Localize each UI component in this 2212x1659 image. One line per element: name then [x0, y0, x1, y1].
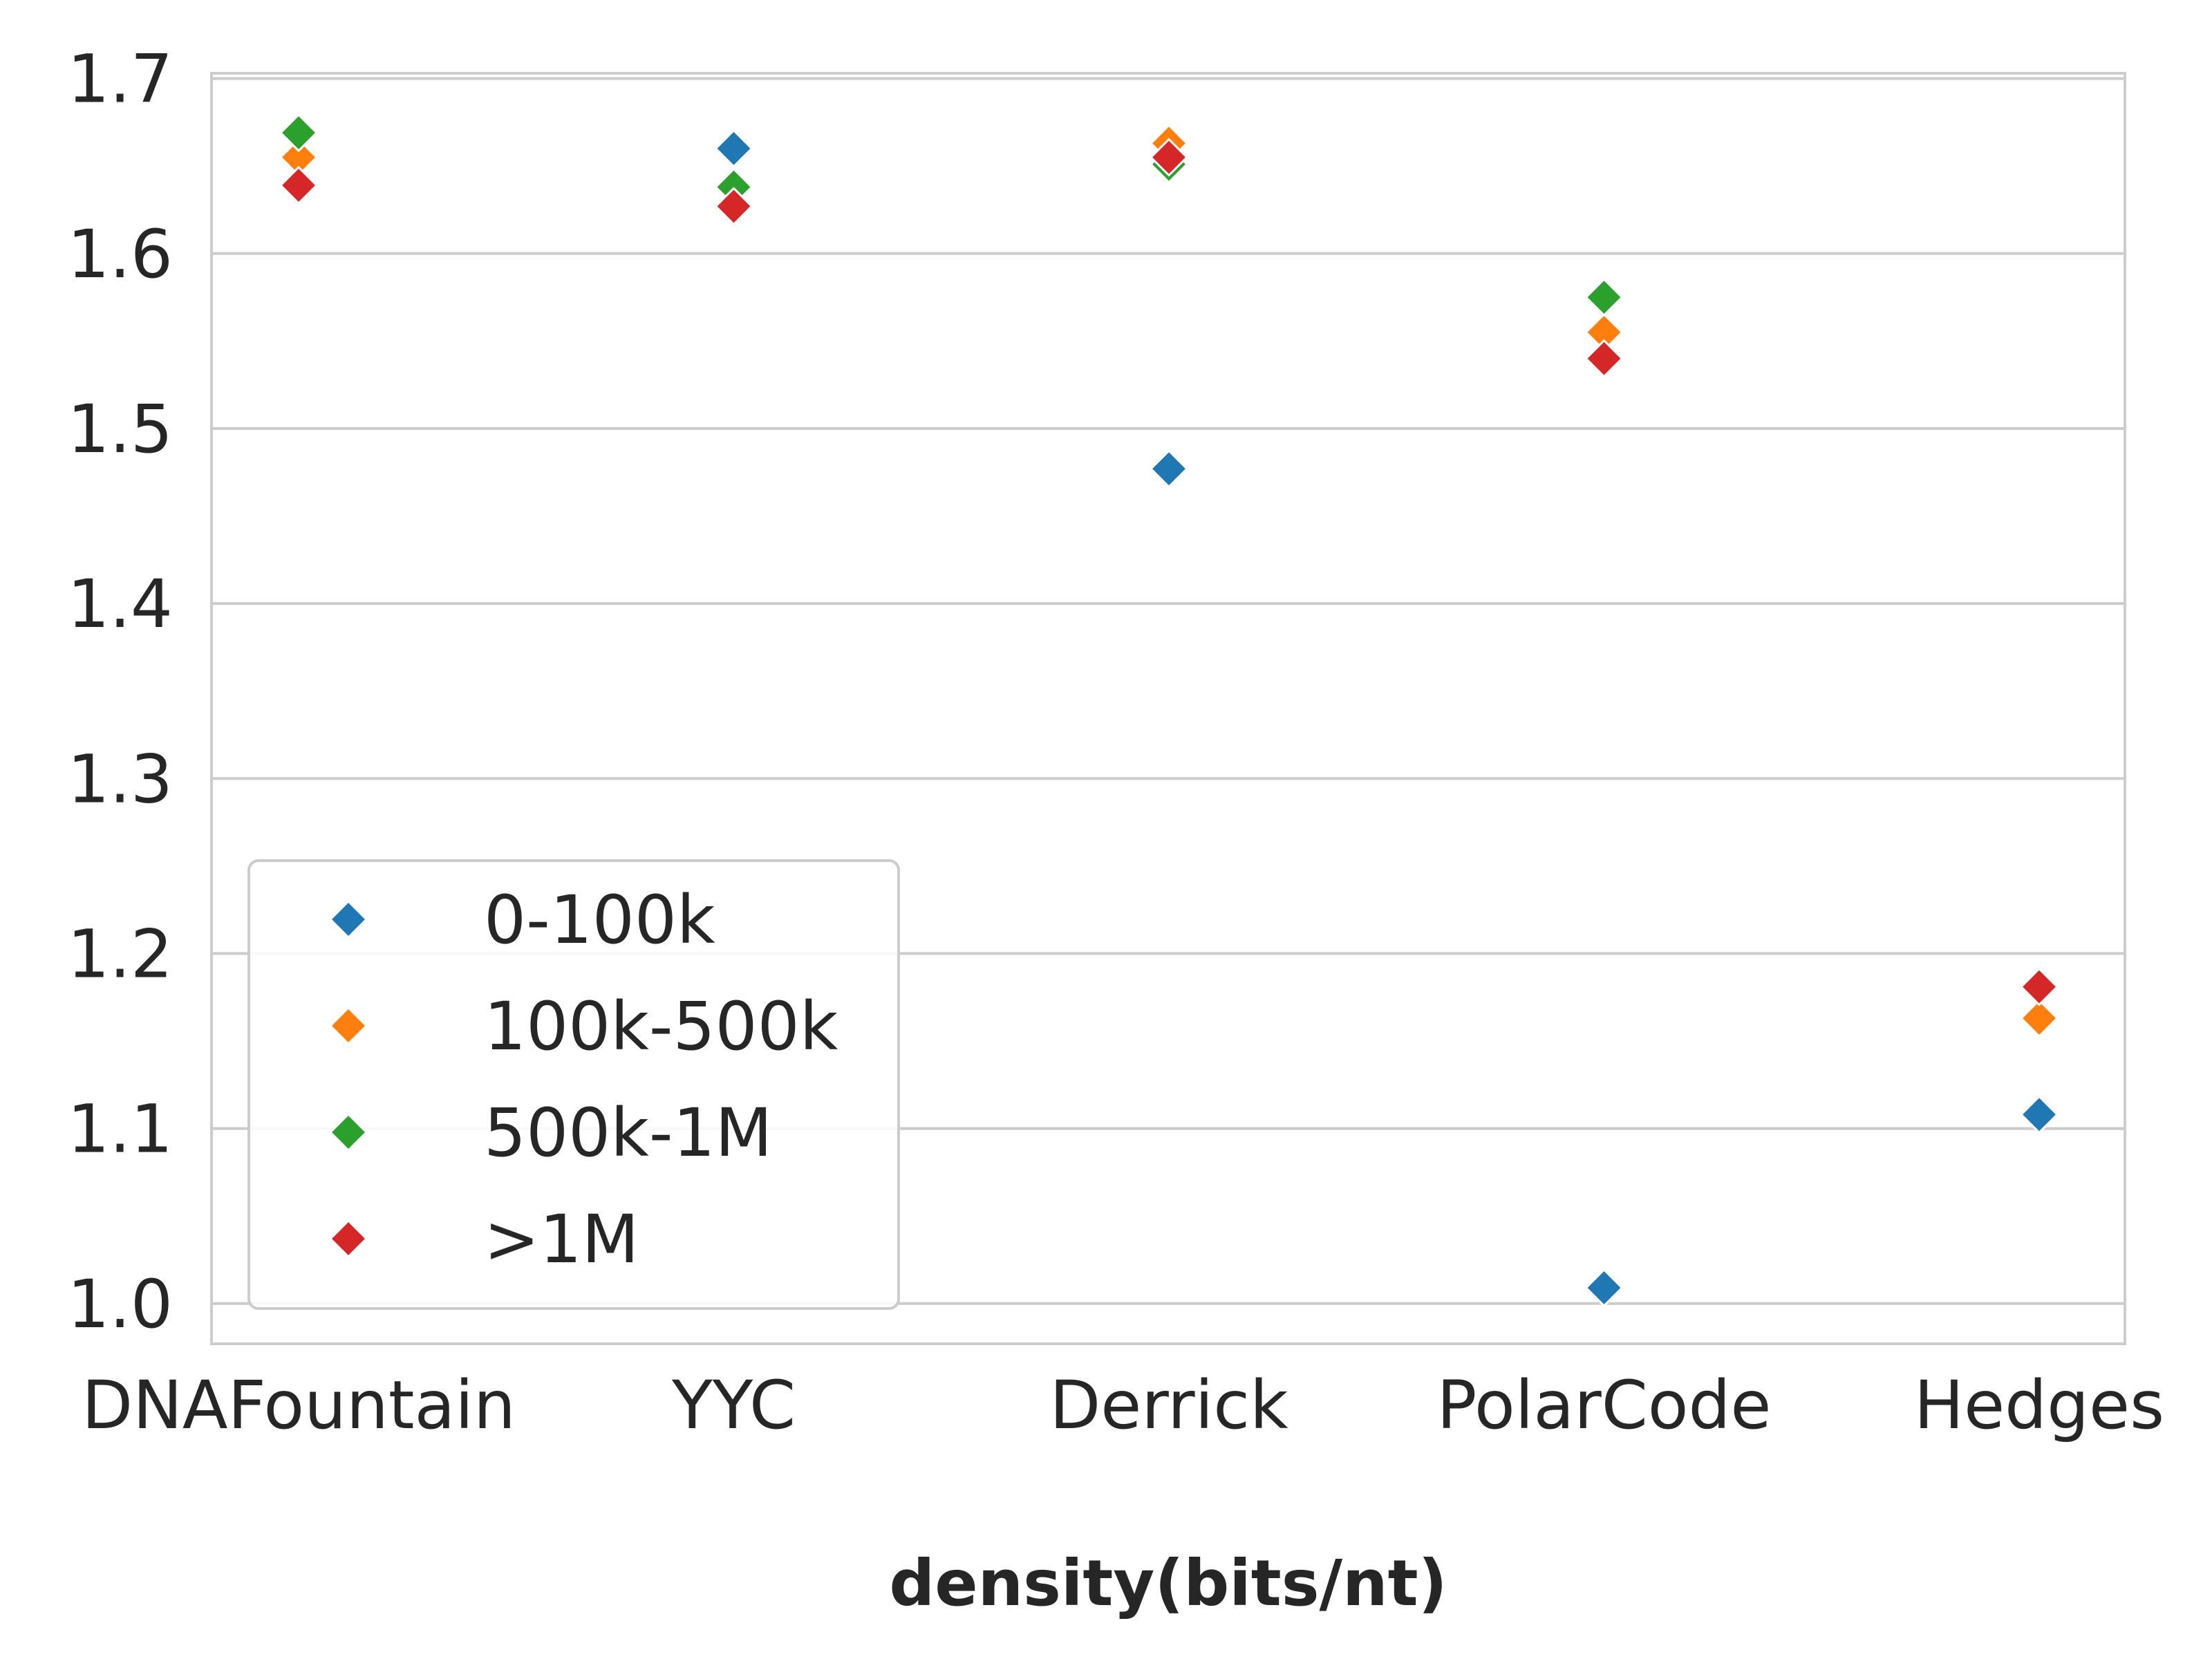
- legend-label: >1M: [484, 1201, 639, 1278]
- legend: 0-100k 100k-500k 500k-1M >1M: [247, 859, 900, 1310]
- x-tick-label: DNAFountain: [82, 1367, 516, 1444]
- y-tick-label: 1.7: [67, 41, 173, 118]
- data-point: [714, 187, 753, 226]
- data-point: [2019, 967, 2059, 1006]
- data-point: [279, 113, 319, 153]
- y-tick-label: 1.1: [67, 1091, 173, 1168]
- data-point: [1584, 1268, 1624, 1308]
- data-point: [2019, 998, 2059, 1038]
- y-tick-labels: 1.0 1.1 1.2 1.3 1.4 1.5 1.6 1.7: [67, 41, 173, 1343]
- data-point: [1149, 138, 1189, 177]
- y-tick-label: 1.6: [67, 216, 173, 293]
- plot-frame: [210, 72, 2126, 1345]
- x-tick-label: Derrick: [1049, 1367, 1288, 1444]
- legend-label: 500k-1M: [484, 1094, 772, 1172]
- legend-label: 0-100k: [484, 881, 715, 959]
- legend-marker: [328, 1006, 368, 1046]
- y-tick-label: 1.5: [67, 391, 173, 468]
- y-tick-label: 1.0: [67, 1266, 173, 1343]
- x-tick-label: Hedges: [1914, 1367, 2164, 1444]
- x-tick-label: PolarCode: [1437, 1367, 1772, 1444]
- legend-items: 0-100k 100k-500k 500k-1M >1M: [328, 881, 838, 1278]
- legend-marker: [328, 1112, 368, 1152]
- data-point: [2019, 1095, 2059, 1134]
- x-axis-label: density(bits/nt): [889, 1546, 1447, 1620]
- x-tick-label: YYC: [671, 1367, 796, 1444]
- x-tick-labels: DNAFountain YYC Derrick PolarCode Hedges: [82, 1367, 2164, 1444]
- data-point: [1584, 339, 1624, 378]
- data-point: [1149, 449, 1189, 489]
- y-tick-label: 1.3: [67, 740, 173, 818]
- legend-box: [247, 859, 900, 1310]
- points-layer: [279, 113, 2059, 1308]
- legend-marker: [328, 899, 368, 939]
- data-point: [279, 165, 319, 205]
- data-point: [1584, 277, 1624, 317]
- y-tick-label: 1.4: [67, 565, 173, 643]
- data-point: [714, 129, 753, 168]
- legend-label: 100k-500k: [484, 988, 838, 1065]
- y-tick-label: 1.2: [67, 915, 173, 993]
- legend-marker: [328, 1219, 368, 1259]
